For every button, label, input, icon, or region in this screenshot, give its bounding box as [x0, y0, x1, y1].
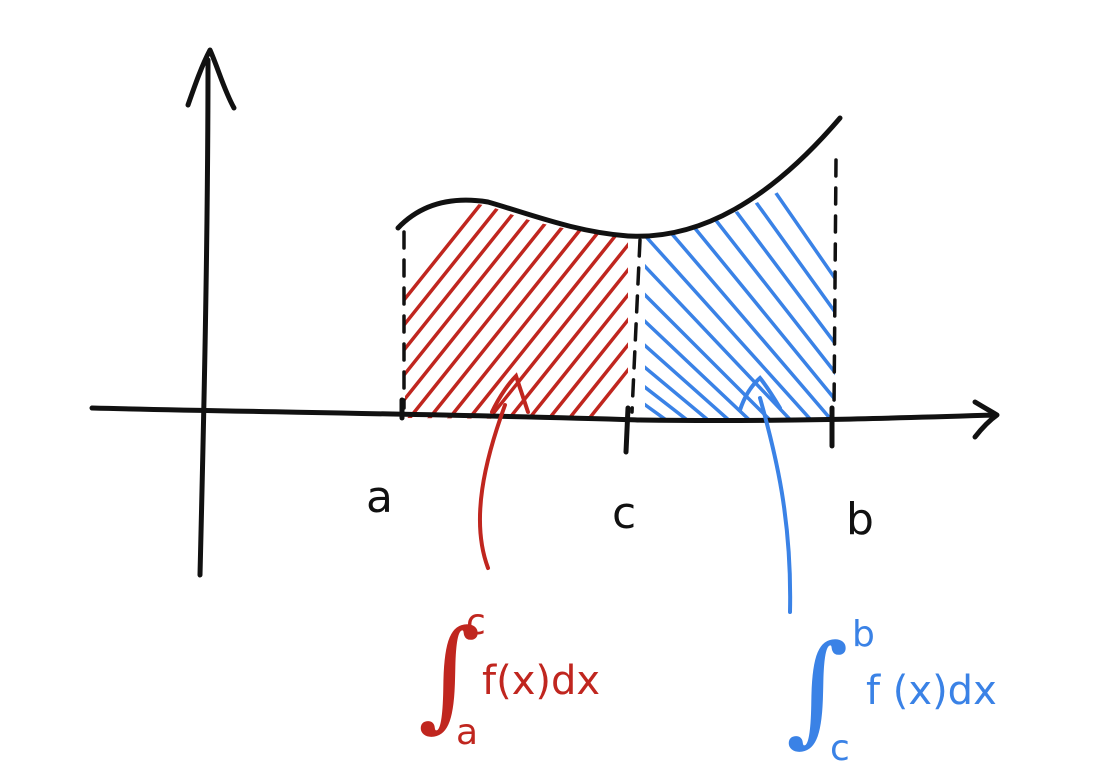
integral-left: ∫ c a f(x)dx: [418, 602, 600, 753]
red-leader-arrow: [478, 372, 530, 570]
y-axis-arrowhead: [185, 47, 237, 111]
integral-sign-left: ∫: [418, 605, 481, 744]
integral-right-integrand: f (x)dx: [866, 668, 997, 714]
dashed-line-c: [630, 238, 642, 414]
integral-left-integrand: f(x)dx: [482, 658, 600, 704]
integral-right-upper: b: [852, 614, 875, 655]
label-b: b: [846, 494, 874, 545]
x-axis-arrowhead: [972, 399, 1000, 440]
integral-left-upper: c: [466, 602, 486, 643]
label-c: c: [612, 488, 636, 539]
x-axis-line: [89, 405, 998, 424]
integral-left-lower: a: [456, 712, 478, 753]
dashed-line-b: [832, 158, 838, 412]
label-a: a: [366, 472, 393, 523]
blue-leader-arrow: [738, 375, 793, 614]
integral-right: ∫ b c f (x)dx: [786, 614, 997, 769]
integral-right-lower: c: [830, 728, 850, 769]
blue-hatch-region: [645, 168, 835, 420]
red-hatch-region: [405, 203, 628, 420]
function-curve: [395, 115, 843, 239]
tick-c: [623, 405, 631, 455]
y-axis-line: [197, 57, 211, 578]
integral-sign-right: ∫: [786, 620, 849, 759]
